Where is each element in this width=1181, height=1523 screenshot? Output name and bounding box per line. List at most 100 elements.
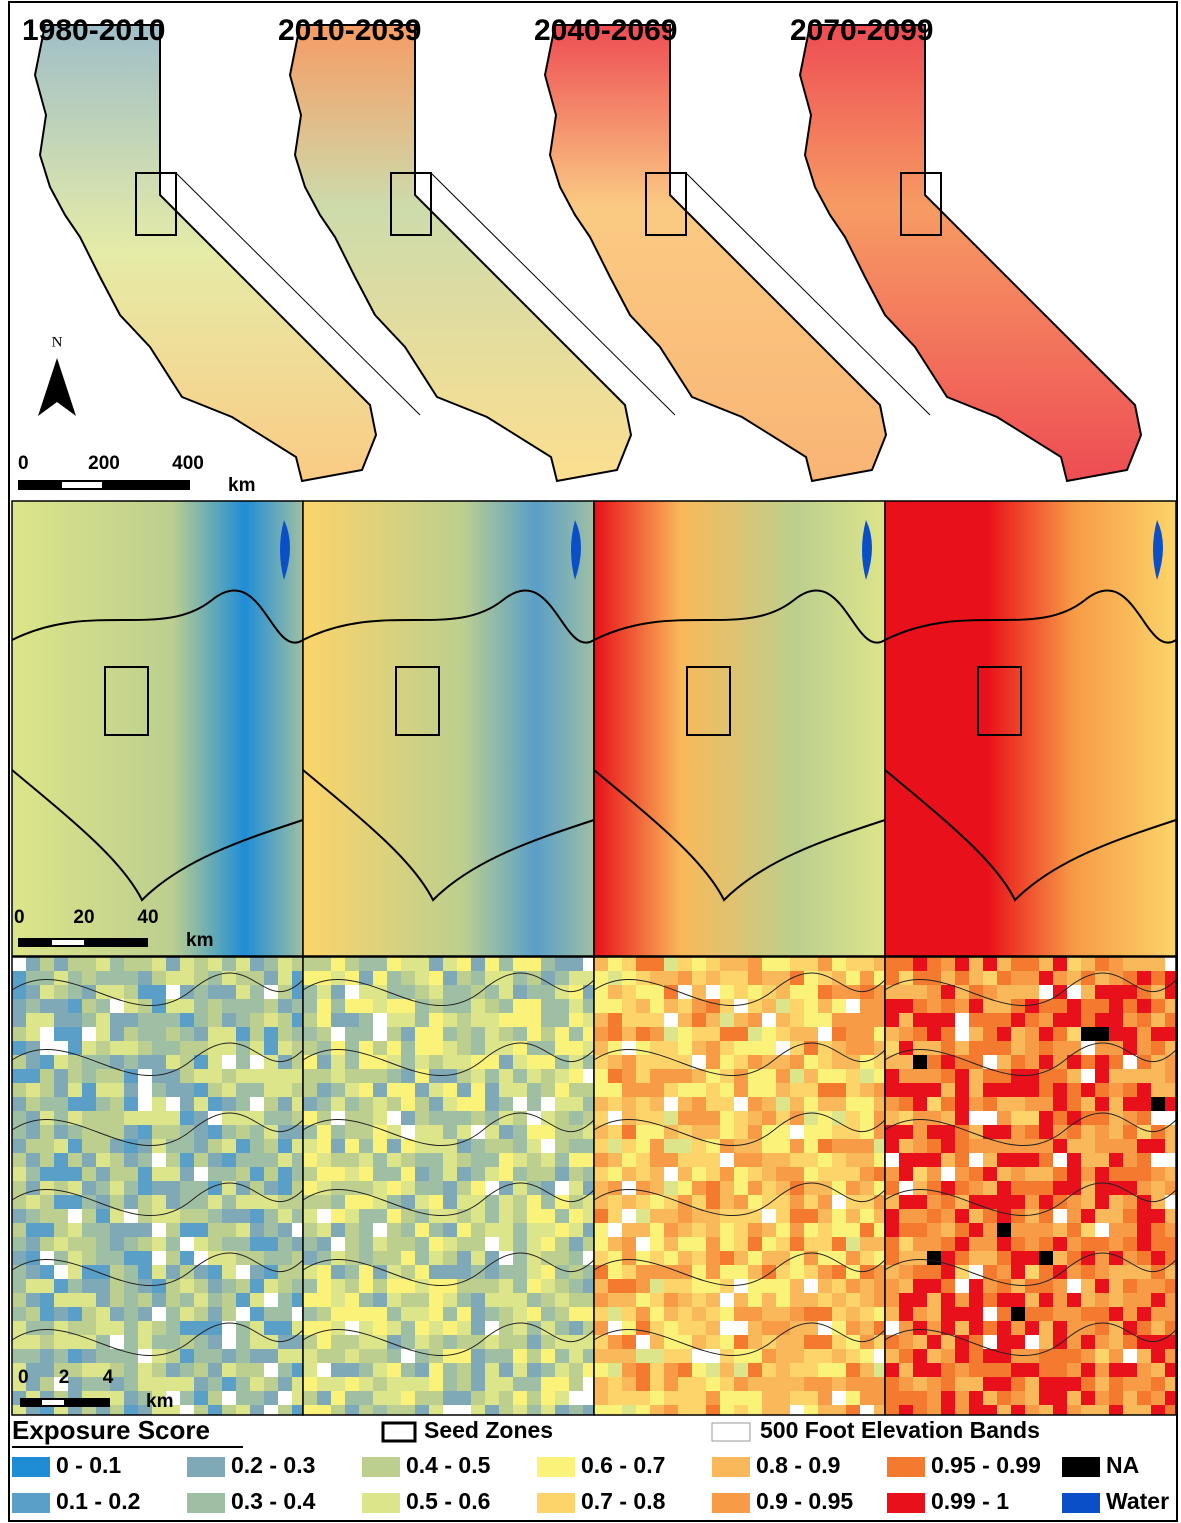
raster-cell [541, 1391, 555, 1405]
raster-cell [1081, 1293, 1095, 1307]
raster-cell [706, 1139, 720, 1153]
raster-cell [1165, 1237, 1176, 1251]
raster-cell [345, 1041, 359, 1055]
raster-cell [541, 1069, 555, 1083]
raster-cell [636, 1041, 650, 1055]
raster-cell [1053, 1279, 1067, 1293]
raster-cell [1109, 1027, 1123, 1041]
raster-cell [969, 1139, 983, 1153]
raster-cell [762, 1083, 776, 1097]
raster-cell [899, 1181, 913, 1195]
raster-cell [264, 1069, 278, 1083]
raster-cell [594, 971, 608, 985]
raster-cell [359, 1013, 373, 1027]
raster-cell [194, 1363, 208, 1377]
raster-cell [1095, 1405, 1109, 1415]
raster-cell [292, 1349, 303, 1363]
raster-cell [804, 1391, 818, 1405]
raster-cell [166, 1265, 180, 1279]
raster-cell [636, 1349, 650, 1363]
raster-cell [331, 957, 345, 971]
raster-cell [594, 1363, 608, 1377]
raster-cell [1151, 1405, 1165, 1415]
raster-cell [317, 1083, 331, 1097]
raster-cell [1165, 1111, 1176, 1125]
raster-cell [222, 1377, 236, 1391]
raster-cell [541, 1167, 555, 1181]
raster-cell [1067, 1139, 1081, 1153]
raster-cell [222, 1055, 236, 1069]
raster-cell [650, 1223, 664, 1237]
raster-cell [250, 1013, 264, 1027]
raster-cell [278, 1027, 292, 1041]
raster-cell [264, 1391, 278, 1405]
raster-cell [664, 1293, 678, 1307]
raster-cell [790, 1405, 804, 1415]
raster-cell [899, 1153, 913, 1167]
raster-cell [331, 1405, 345, 1415]
raster-cell [846, 1153, 860, 1167]
raster-cell [1081, 1335, 1095, 1349]
raster-cell [720, 1027, 734, 1041]
raster-cell [40, 1013, 54, 1027]
raster-cell [208, 1195, 222, 1209]
raster-cell [110, 1307, 124, 1321]
raster-cell [899, 1041, 913, 1055]
raster-cell [734, 1027, 748, 1041]
raster-cell [955, 1167, 969, 1181]
raster-cell [429, 1251, 443, 1265]
raster-cell [317, 1027, 331, 1041]
raster-cell [373, 1167, 387, 1181]
raster-cell [706, 1013, 720, 1027]
raster-cell [278, 1041, 292, 1055]
raster-cell [899, 1363, 913, 1377]
raster-cell [541, 1377, 555, 1391]
raster-cell [1025, 1279, 1039, 1293]
raster-cell [499, 1405, 513, 1415]
raster-cell [608, 1363, 622, 1377]
region-map [885, 501, 1176, 956]
raster-cell [969, 971, 983, 985]
raster-cell [1039, 971, 1053, 985]
raster-cell [899, 999, 913, 1013]
raster-cell [762, 971, 776, 985]
raster-cell [278, 999, 292, 1013]
region-map [303, 501, 594, 956]
raster-cell [303, 1405, 317, 1415]
raster-cell [82, 1097, 96, 1111]
raster-cell [899, 1335, 913, 1349]
raster-cell [1067, 999, 1081, 1013]
raster-cell [913, 1097, 927, 1111]
raster-cell [569, 1279, 583, 1293]
raster-cell [997, 1391, 1011, 1405]
raster-cell [1067, 1167, 1081, 1181]
raster-cell [706, 1167, 720, 1181]
raster-cell [166, 1377, 180, 1391]
raster-cell [236, 1335, 250, 1349]
raster-cell [1137, 1405, 1151, 1415]
raster-cell [429, 1391, 443, 1405]
raster-cell [608, 1251, 622, 1265]
raster-cell [1039, 1111, 1053, 1125]
raster-cell [415, 1251, 429, 1265]
raster-cell [1011, 971, 1025, 985]
raster-cell [401, 971, 415, 985]
raster-cell [541, 1349, 555, 1363]
raster-cell [1123, 1391, 1137, 1405]
raster-cell [138, 957, 152, 971]
raster-cell [583, 1237, 594, 1251]
raster-cell [927, 1363, 941, 1377]
raster-cell [1081, 1027, 1095, 1041]
raster-cell [401, 1251, 415, 1265]
raster-cell [927, 1335, 941, 1349]
raster-cell [899, 1265, 913, 1279]
raster-cell [818, 1195, 832, 1209]
raster-cell [250, 1167, 264, 1181]
raster-cell [846, 1083, 860, 1097]
raster-cell [818, 1237, 832, 1251]
raster-cell [317, 1293, 331, 1307]
raster-cell [317, 1335, 331, 1349]
raster-cell [471, 1307, 485, 1321]
raster-cell [692, 1223, 706, 1237]
raster-cell [1095, 1391, 1109, 1405]
